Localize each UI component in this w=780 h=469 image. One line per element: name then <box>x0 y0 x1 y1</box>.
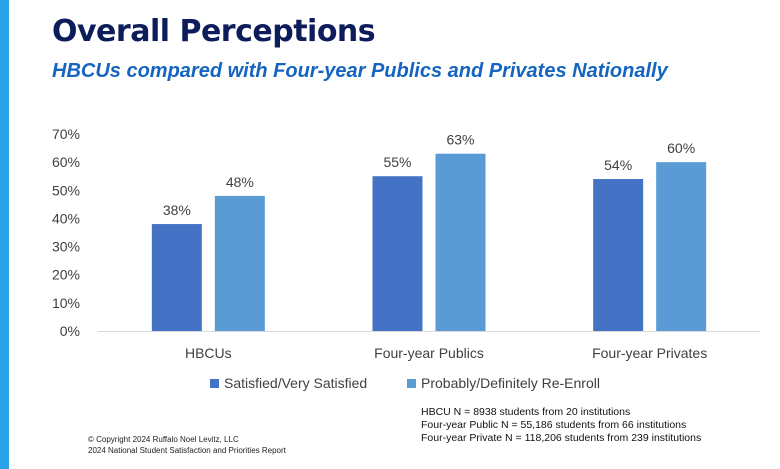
y-tick-label: 60% <box>52 154 80 170</box>
footer-line: 2024 National Student Satisfaction and P… <box>88 446 286 455</box>
legend-label-satisfied: Satisfied/Very Satisfied <box>224 375 368 391</box>
legend-item-satisfied: Satisfied/Very Satisfied <box>210 375 367 391</box>
legend-label-reenroll: Probably/Definitely Re-Enroll <box>421 375 600 391</box>
note-line: Four-year Public N = 55,186 students fro… <box>421 419 687 431</box>
x-category-label: HBCUs <box>185 345 232 361</box>
bar-satisfied <box>593 179 644 331</box>
x-category-label: Four-year Publics <box>374 345 484 361</box>
legend-swatch-satisfied <box>210 379 219 388</box>
bar-reenroll <box>435 153 486 331</box>
bar-value-label: 38% <box>163 202 191 218</box>
bar-value-label: 60% <box>667 140 695 156</box>
footer-line: © Copyright 2024 Ruffalo Noel Levitz, LL… <box>88 435 239 444</box>
bar-reenroll <box>214 195 265 331</box>
y-tick-label: 30% <box>52 239 80 255</box>
bar-value-label: 55% <box>383 154 411 170</box>
slide-subtitle: HBCUs compared with Four-year Publics an… <box>52 60 668 82</box>
bar-value-label: 48% <box>226 174 254 190</box>
sample-size-notes: HBCU N = 8938 students from 20 instituti… <box>421 406 701 445</box>
y-tick-label: 0% <box>60 323 80 339</box>
note-line: HBCU N = 8938 students from 20 instituti… <box>421 406 631 418</box>
bar-value-label: 63% <box>446 132 474 148</box>
copyright-footer: © Copyright 2024 Ruffalo Noel Levitz, LL… <box>88 434 286 456</box>
bar-satisfied <box>372 176 423 331</box>
y-tick-label: 20% <box>52 267 80 283</box>
legend-swatch-reenroll <box>407 379 416 388</box>
y-tick-label: 10% <box>52 295 80 311</box>
y-tick-label: 40% <box>52 210 80 226</box>
legend-item-reenroll: Probably/Definitely Re-Enroll <box>407 375 600 391</box>
note-line: Four-year Private N = 118,206 students f… <box>421 432 702 444</box>
accent-bar <box>0 0 9 469</box>
slide-title: Overall Perceptions <box>52 14 376 49</box>
bar-reenroll <box>656 162 707 331</box>
bar-satisfied <box>151 224 202 331</box>
x-category-label: Four-year Privates <box>592 345 707 361</box>
bar-value-label: 54% <box>604 157 632 173</box>
y-tick-label: 50% <box>52 182 80 198</box>
y-tick-label: 70% <box>52 126 80 142</box>
